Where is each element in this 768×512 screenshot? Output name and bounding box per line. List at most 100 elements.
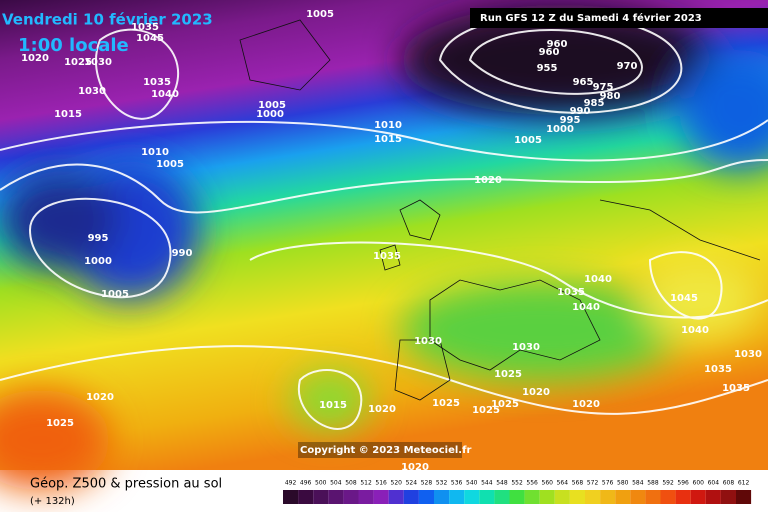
colorbar: 492 496 500 504 508 512 516 520 524 528 532 536 540 5…: [283, 480, 752, 504]
isobar-label: 1035: [373, 251, 401, 262]
colorbar-swatch: [418, 490, 434, 504]
date: Vendredi 10 février 2023: [2, 11, 213, 29]
colorbar-swatch: [403, 490, 419, 504]
isobar-label: 1005: [514, 135, 542, 146]
isobar-label: 1015: [319, 400, 347, 411]
isobar-label: 1025: [472, 405, 500, 416]
colorbar-label: 548: [496, 480, 508, 487]
isobar-label: 970: [617, 61, 638, 72]
colorbar-swatch: [690, 490, 706, 504]
isobar-label: 995: [88, 233, 109, 244]
isobar-label: 965: [573, 77, 594, 88]
colorbar-label: 576: [602, 480, 614, 487]
isobar-label: 985: [584, 98, 605, 109]
colorbar-label: 540: [466, 480, 478, 487]
colorbar-label: 508: [345, 480, 357, 487]
colorbar-label: 520: [391, 480, 403, 487]
colorbar-swatch: [539, 490, 555, 504]
isobar-label: 1000: [256, 109, 284, 120]
isobar-label: 1000: [84, 256, 112, 267]
isobar-label: 1040: [681, 325, 709, 336]
colorbar-label: 560: [542, 480, 554, 487]
isobar-label: 1030: [734, 349, 762, 360]
colorbar-label: 512: [360, 480, 372, 487]
isobar-label: 1035: [557, 287, 585, 298]
colorbar-swatch: [434, 490, 450, 504]
colorbar-label: 596: [677, 480, 689, 487]
colorbar-label: 588: [647, 480, 659, 487]
isobar-label: 1025: [494, 369, 522, 380]
isobar-label: 980: [600, 91, 621, 102]
isobar-label: 1035: [704, 364, 732, 375]
isobar-label: 1030: [414, 336, 442, 347]
isobar-label: 1005: [306, 9, 334, 20]
colorbar-swatch: [600, 490, 616, 504]
isobar-label: 1030: [78, 86, 106, 97]
copyright-box: [298, 442, 462, 458]
colorbar-swatch: [554, 490, 570, 504]
isobar-label: 1020: [474, 175, 502, 186]
isobar-label: 1015: [374, 134, 402, 145]
colorbar-label: 516: [375, 480, 387, 487]
colorbar-swatch: [343, 490, 359, 504]
colorbar-swatch: [569, 490, 585, 504]
colorbar-swatch: [298, 490, 314, 504]
isobar-label: 1010: [141, 147, 169, 158]
isobar-label: 1005: [156, 159, 184, 170]
isobar-label: 960: [547, 39, 568, 50]
run-box: [470, 8, 768, 28]
colorbar-label: 612: [738, 480, 750, 487]
isobar-label: 1020: [368, 404, 396, 415]
isobar-label: 1020: [401, 462, 429, 473]
colorbar-label: 600: [693, 480, 705, 487]
colorbar-swatch: [358, 490, 374, 504]
isobar-label: 990: [570, 106, 591, 117]
run: Run GFS 12 Z du Samedi 4 février 2023: [480, 12, 702, 24]
isobar-label: 1020: [21, 53, 49, 64]
colorbar-label: 608: [723, 480, 735, 487]
isobar-label: 1015: [54, 109, 82, 120]
isobar-label: 1020: [522, 387, 550, 398]
isobar-label: 1030: [512, 342, 540, 353]
isobar-label: 1040: [572, 302, 600, 313]
colorbar-swatch: [494, 490, 510, 504]
isobar-label: 995: [560, 115, 581, 126]
isobar-label: 1045: [136, 33, 164, 44]
field: [0, 0, 768, 490]
isobar-label: 1030: [84, 57, 112, 68]
colorbar-label: 564: [557, 480, 569, 487]
copyright: Copyright © 2023 Meteociel.fr: [300, 445, 471, 456]
colorbar-label: 568: [572, 480, 584, 487]
colorbar-swatch: [373, 490, 389, 504]
colorbar-swatch: [660, 490, 676, 504]
isobar-label: 1040: [151, 89, 179, 100]
colorbar-label: 592: [662, 480, 674, 487]
isobar-label: 1035: [722, 383, 750, 394]
colorbar-swatch: [645, 490, 661, 504]
isobar-label: 1020: [572, 399, 600, 410]
colorbar-label: 584: [632, 480, 644, 487]
colorbar-swatch: [449, 490, 465, 504]
isobar-label: 960: [539, 47, 560, 58]
isobar-label: 1005: [258, 100, 286, 111]
isobar-label: 1010: [374, 120, 402, 131]
colorbar-label: 504: [330, 480, 342, 487]
colorbar-swatch: [675, 490, 691, 504]
isobar-label: 1035: [131, 22, 159, 33]
colorbar-swatch: [585, 490, 601, 504]
colorbar-label: 496: [300, 480, 312, 487]
colorbar-label: 572: [587, 480, 599, 487]
footer-lead: (+ 132h): [30, 496, 75, 507]
colorbar-swatch: [736, 490, 752, 504]
colorbar-swatch: [313, 490, 329, 504]
isobar-label: 1025: [491, 399, 519, 410]
isobar-label: 1020: [86, 392, 114, 403]
isobar-label: 1005: [101, 289, 129, 300]
colorbar-label: 492: [285, 480, 297, 487]
footer-title: Géop. Z500 & pression au sol: [30, 477, 222, 492]
colorbar-swatch: [630, 490, 646, 504]
colorbar-swatch: [615, 490, 631, 504]
colorbar-swatch: [720, 490, 736, 504]
